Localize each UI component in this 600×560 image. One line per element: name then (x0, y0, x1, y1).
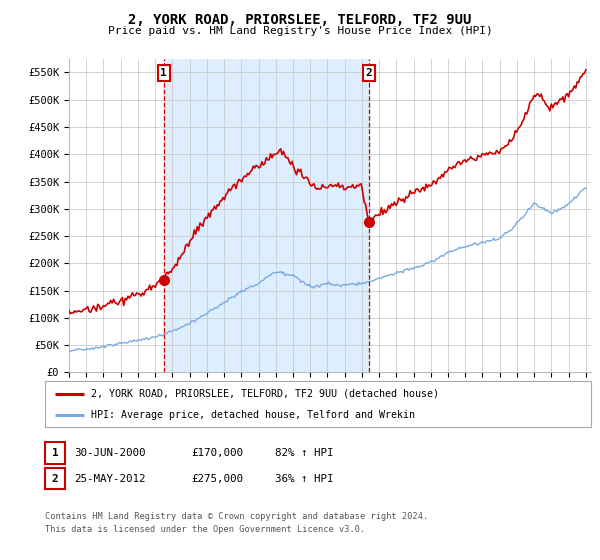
Text: 2: 2 (365, 68, 372, 78)
Text: 2, YORK ROAD, PRIORSLEE, TELFORD, TF2 9UU (detached house): 2, YORK ROAD, PRIORSLEE, TELFORD, TF2 9U… (91, 389, 439, 399)
Text: This data is licensed under the Open Government Licence v3.0.: This data is licensed under the Open Gov… (45, 525, 365, 534)
Text: 30-JUN-2000: 30-JUN-2000 (74, 448, 145, 458)
Text: 1: 1 (52, 448, 58, 458)
Text: 36% ↑ HPI: 36% ↑ HPI (275, 474, 334, 484)
Text: £170,000: £170,000 (191, 448, 243, 458)
Text: £275,000: £275,000 (191, 474, 243, 484)
Text: HPI: Average price, detached house, Telford and Wrekin: HPI: Average price, detached house, Telf… (91, 410, 415, 420)
Text: 82% ↑ HPI: 82% ↑ HPI (275, 448, 334, 458)
Text: Price paid vs. HM Land Registry's House Price Index (HPI): Price paid vs. HM Land Registry's House … (107, 26, 493, 36)
Text: 2: 2 (52, 474, 58, 484)
Text: 1: 1 (160, 68, 167, 78)
Text: 2, YORK ROAD, PRIORSLEE, TELFORD, TF2 9UU: 2, YORK ROAD, PRIORSLEE, TELFORD, TF2 9U… (128, 13, 472, 27)
Bar (164, 59, 369, 372)
Text: 25-MAY-2012: 25-MAY-2012 (74, 474, 145, 484)
Text: Contains HM Land Registry data © Crown copyright and database right 2024.: Contains HM Land Registry data © Crown c… (45, 512, 428, 521)
